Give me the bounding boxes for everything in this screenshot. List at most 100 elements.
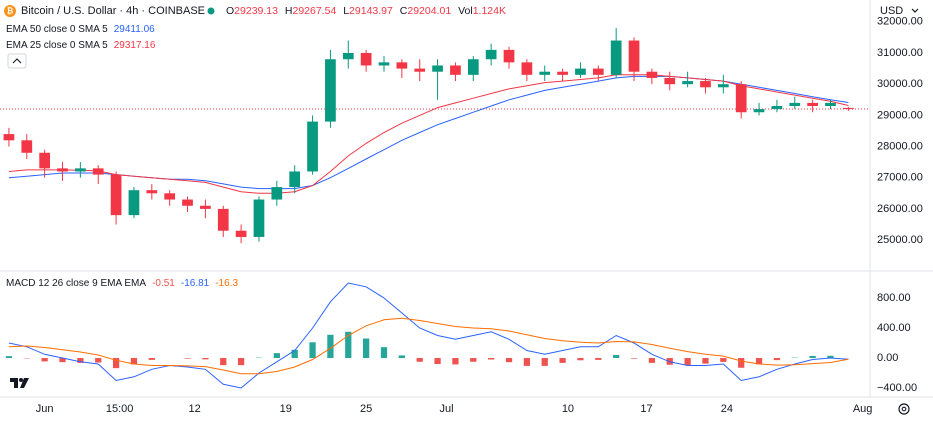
legend-value: -16.81 [181, 278, 210, 289]
histogram-bar [720, 358, 727, 362]
x-tick-label: 25 [360, 403, 372, 415]
candle-body [575, 68, 586, 75]
ohlc-value: 29239.13 [234, 5, 278, 17]
collapse-icon[interactable] [12, 58, 22, 64]
y-tick-label: 26000.00 [877, 203, 923, 215]
histogram-bar [184, 358, 191, 359]
x-tick-label: 19 [280, 403, 292, 415]
currency-selector[interactable]: USD [880, 5, 903, 17]
candle-body [664, 77, 676, 85]
candle-body [503, 49, 515, 63]
histogram-bar [488, 358, 495, 360]
histogram-bar [363, 338, 370, 359]
candle-body [253, 199, 265, 237]
candle-body [396, 62, 408, 69]
candle-body [432, 65, 443, 72]
histogram-bar [291, 349, 298, 359]
histogram-bar [541, 358, 548, 366]
candle-body [485, 49, 497, 60]
y-tick-label: 800.00 [877, 292, 911, 304]
coin-glyph: ₿ [7, 7, 14, 16]
candle-body [342, 53, 354, 60]
candle-body [182, 199, 193, 206]
currency-chevron[interactable] [911, 8, 919, 13]
histogram-bar [434, 358, 441, 365]
histogram-bar [59, 358, 66, 363]
legend-name: EMA 25 close 0 SMA 5 [6, 40, 108, 51]
candle-body [289, 171, 301, 188]
x-tick-label: 12 [189, 403, 201, 415]
indicator-line [8, 282, 849, 389]
y-tick-label: 31000.00 [877, 47, 923, 59]
histogram-bar [309, 342, 316, 359]
candle-body [75, 168, 86, 172]
histogram-bar [416, 358, 423, 362]
candle-body [92, 168, 104, 175]
candle-body [414, 68, 426, 72]
histogram-bar [595, 358, 602, 360]
histogram-bar [648, 358, 656, 363]
histogram-bar [130, 358, 138, 365]
histogram-bar [559, 358, 566, 363]
legend-entry: EMA 25 close 0 SMA 5 29317.16 [6, 40, 156, 51]
histogram-bar [398, 355, 405, 359]
tv-logo [10, 378, 29, 388]
market-status [207, 7, 215, 15]
histogram-bar [773, 358, 781, 361]
y-tick-label: 25000.00 [877, 234, 923, 246]
y-tick-label: −400.00 [877, 382, 917, 394]
ohlc-values: O29239.13 H29267.54 L29143.97 C29204.01 … [226, 5, 506, 17]
histogram-bar [95, 358, 102, 363]
candle-body [557, 71, 568, 75]
x-tick-label: 15:00 [106, 403, 134, 415]
legend-value: 29317.16 [114, 40, 156, 51]
histogram-bar [148, 358, 155, 360]
ohlc-label: C [400, 5, 408, 17]
candle-body [628, 40, 640, 72]
vol-label: Vol [458, 5, 473, 17]
histogram-bar [827, 355, 834, 359]
candle-body [128, 190, 140, 216]
candle-body [682, 81, 693, 85]
candle-body [450, 65, 461, 75]
histogram-bar [505, 358, 513, 363]
collapse-button[interactable] [7, 53, 27, 69]
candle-body [325, 59, 336, 122]
y-tick-label: 32000.00 [877, 16, 923, 28]
coin-icon [4, 5, 16, 17]
histogram-bar [112, 358, 120, 369]
candle-body [3, 134, 15, 141]
ohlc-value: 29143.97 [349, 5, 393, 17]
candle-body [217, 208, 229, 231]
symbol-title: Bitcoin / U.S. Dollar · 4h · COINBASE [21, 5, 205, 17]
histogram-bar [684, 358, 691, 365]
settings-button[interactable] [898, 403, 910, 415]
candle-body [378, 62, 390, 66]
histogram-bar [452, 358, 459, 365]
candle-body [521, 62, 533, 75]
indicator-line [8, 317, 849, 375]
histogram-bar [273, 353, 280, 359]
histogram-bar [630, 358, 638, 359]
candle-body [717, 84, 729, 88]
histogram-bar [577, 358, 584, 361]
histogram-bar [237, 358, 245, 366]
ohlc-value: 29267.54 [292, 5, 336, 17]
x-tick-label: Aug [853, 403, 873, 415]
y-tick-label: 400.00 [877, 322, 911, 334]
candle-body [271, 187, 283, 200]
candle-body [39, 152, 51, 169]
vol-value: 1.124K [473, 5, 506, 17]
histogram-bar [738, 358, 745, 368]
histogram-bar [613, 355, 620, 359]
macd-legend: MACD 12 26 close 9 EMA EMA -0.51 -16.81 -16… [6, 278, 238, 289]
candle-body [753, 109, 765, 113]
histogram-bar [202, 358, 209, 360]
legend-name: EMA 50 close 0 SMA 5 [6, 24, 108, 35]
ohlc-label: L [343, 5, 349, 17]
histogram-bar [809, 355, 816, 359]
legend-value: -0.51 [152, 278, 175, 289]
x-tick-label: Jul [439, 403, 453, 415]
